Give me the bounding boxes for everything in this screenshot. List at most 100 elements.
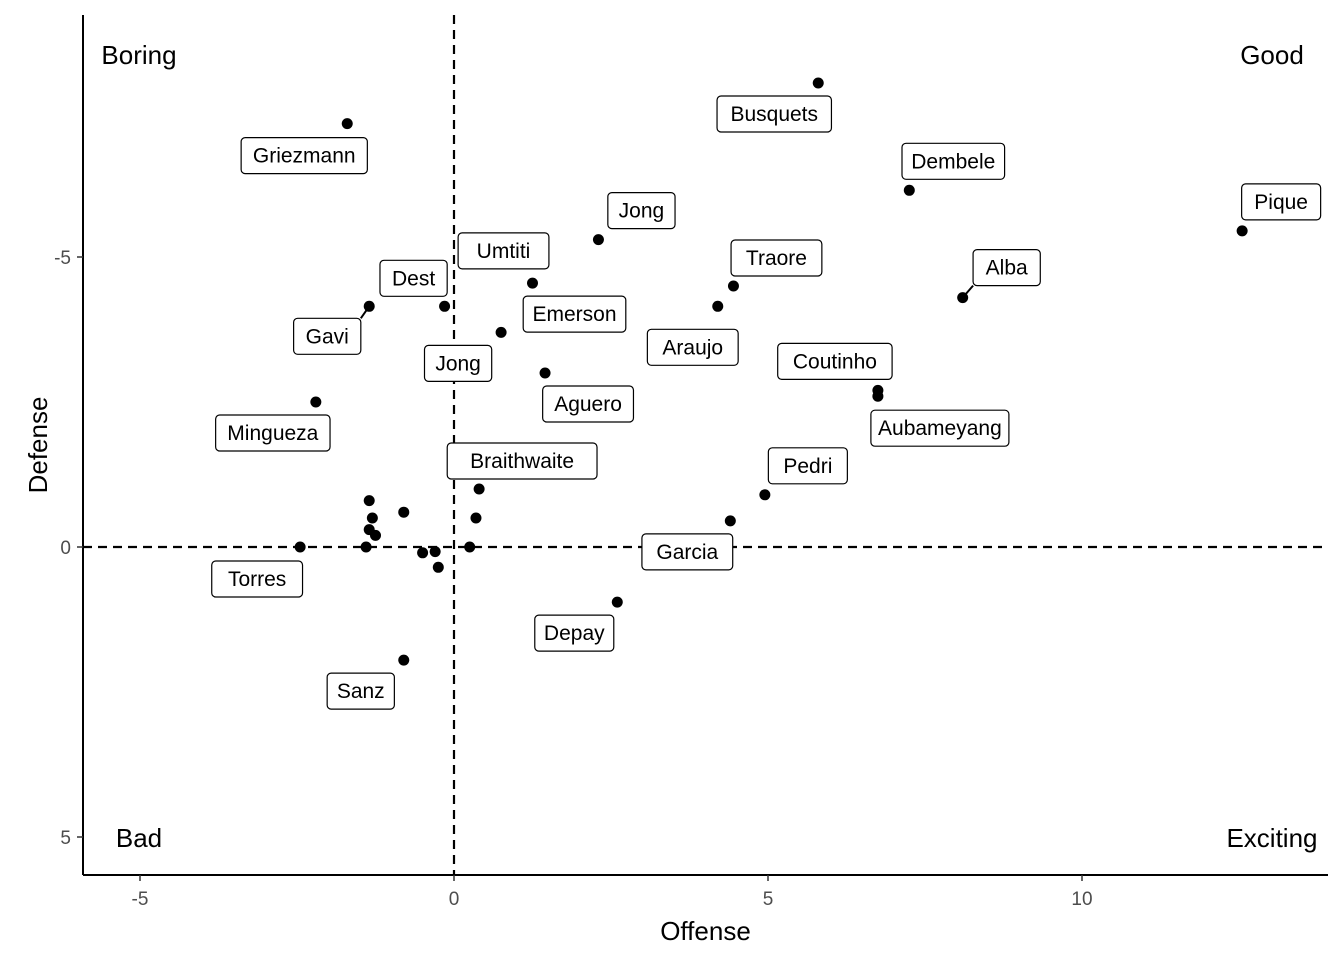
point-label: Torres (211, 560, 304, 598)
data-point (370, 529, 381, 541)
label-text: Garcia (656, 541, 718, 564)
label-text: Dest (392, 267, 435, 290)
data-point (398, 654, 410, 666)
data-point (592, 234, 604, 246)
label-box (457, 232, 550, 270)
label-text: Pedri (783, 455, 832, 478)
data-point (366, 512, 378, 524)
label-text: Aubameyang (878, 417, 1002, 440)
label-box (730, 239, 823, 277)
label-text: Mingueza (227, 422, 318, 445)
label-box (607, 192, 676, 230)
label-text: Dembele (911, 150, 995, 173)
y-tick-label: 0 (60, 538, 71, 559)
label-text: Umtiti (477, 240, 531, 263)
label-box (326, 672, 395, 710)
ticks: -5 0 5 10 -5 0 5 (54, 248, 1092, 910)
point-label: Griezmann (240, 137, 368, 175)
label-box (379, 259, 448, 297)
label-box (446, 442, 598, 480)
x-tick-label: 10 (1071, 889, 1092, 910)
point-label: Busquets (716, 95, 833, 133)
point-labels: Busquets Griezmann Dembele Pique Jong Umtiti T… (211, 95, 1322, 710)
point-label: Araujo (646, 328, 739, 366)
x-tick-label: 0 (449, 889, 460, 910)
label-text: Traore (746, 247, 807, 270)
data-point (759, 489, 771, 501)
data-point (712, 300, 724, 312)
label-text: Aguero (554, 393, 622, 416)
data-point (611, 596, 623, 608)
label-text: Braithwaite (470, 450, 574, 473)
label-text: Araujo (662, 336, 723, 359)
label-leader-line (360, 305, 371, 319)
data-point (417, 547, 429, 559)
label-text: Sanz (337, 680, 385, 703)
label-box (777, 342, 893, 380)
point-label: Gavi (293, 305, 371, 355)
data-point (539, 367, 551, 379)
label-box (641, 533, 734, 571)
data-point (903, 184, 915, 196)
label-text: Pique (1254, 191, 1308, 214)
point-label: Alba (961, 249, 1041, 299)
data-point (473, 483, 485, 495)
data-point (1236, 225, 1248, 237)
label-text: Jong (619, 200, 665, 223)
quadrant-label-bad: Bad (116, 823, 162, 853)
data-point (727, 280, 739, 292)
axes (82, 15, 1328, 876)
label-text: Alba (986, 257, 1028, 280)
x-tick-label: -5 (132, 889, 149, 910)
label-text: Busquets (730, 103, 818, 126)
data-point (872, 390, 884, 402)
x-axis-title: Offense (660, 916, 751, 946)
y-tick-label: 5 (60, 828, 71, 849)
label-leader-line (961, 284, 974, 299)
point-label: Aubameyang (870, 409, 1010, 447)
label-box (293, 317, 362, 355)
label-box (542, 385, 635, 423)
point-label: Depay (534, 614, 615, 652)
point-label: Jong (423, 344, 493, 382)
point-label: Coutinho (777, 342, 893, 380)
point-label: Traore (730, 239, 823, 277)
label-text: Depay (544, 622, 605, 645)
label-text: Torres (228, 568, 286, 591)
quadrant-label-exciting: Exciting (1226, 823, 1317, 853)
point-label: Garcia (641, 533, 734, 571)
point-label: Pique (1241, 183, 1322, 221)
point-label: Jong (607, 192, 676, 230)
label-box (423, 344, 493, 382)
data-point (363, 495, 375, 507)
point-label: Dest (379, 259, 448, 297)
label-box (646, 328, 739, 366)
label-text: Emerson (532, 303, 616, 326)
label-box (522, 295, 627, 333)
label-box (901, 142, 1006, 180)
label-box (240, 137, 368, 175)
data-point (360, 541, 372, 553)
y-tick-label: -5 (54, 248, 71, 269)
x-tick-label: 5 (763, 889, 774, 910)
data-point (398, 506, 410, 518)
label-box (211, 560, 304, 598)
point-label: Braithwaite (446, 442, 598, 480)
label-text: Coutinho (793, 350, 877, 373)
data-point (429, 546, 441, 558)
point-label: Umtiti (457, 232, 550, 270)
label-box (215, 414, 331, 452)
data-point (812, 77, 824, 89)
point-label: Emerson (522, 295, 627, 333)
label-box (767, 447, 848, 485)
point-label: Sanz (326, 672, 395, 710)
data-point (294, 541, 306, 553)
data-point (439, 300, 451, 312)
data-point (432, 561, 444, 573)
point-label: Aguero (542, 385, 635, 423)
label-box (534, 614, 615, 652)
quadrant-label-boring: Boring (101, 40, 176, 70)
label-text: Jong (435, 352, 481, 375)
quadrant-label-good: Good (1240, 40, 1304, 70)
